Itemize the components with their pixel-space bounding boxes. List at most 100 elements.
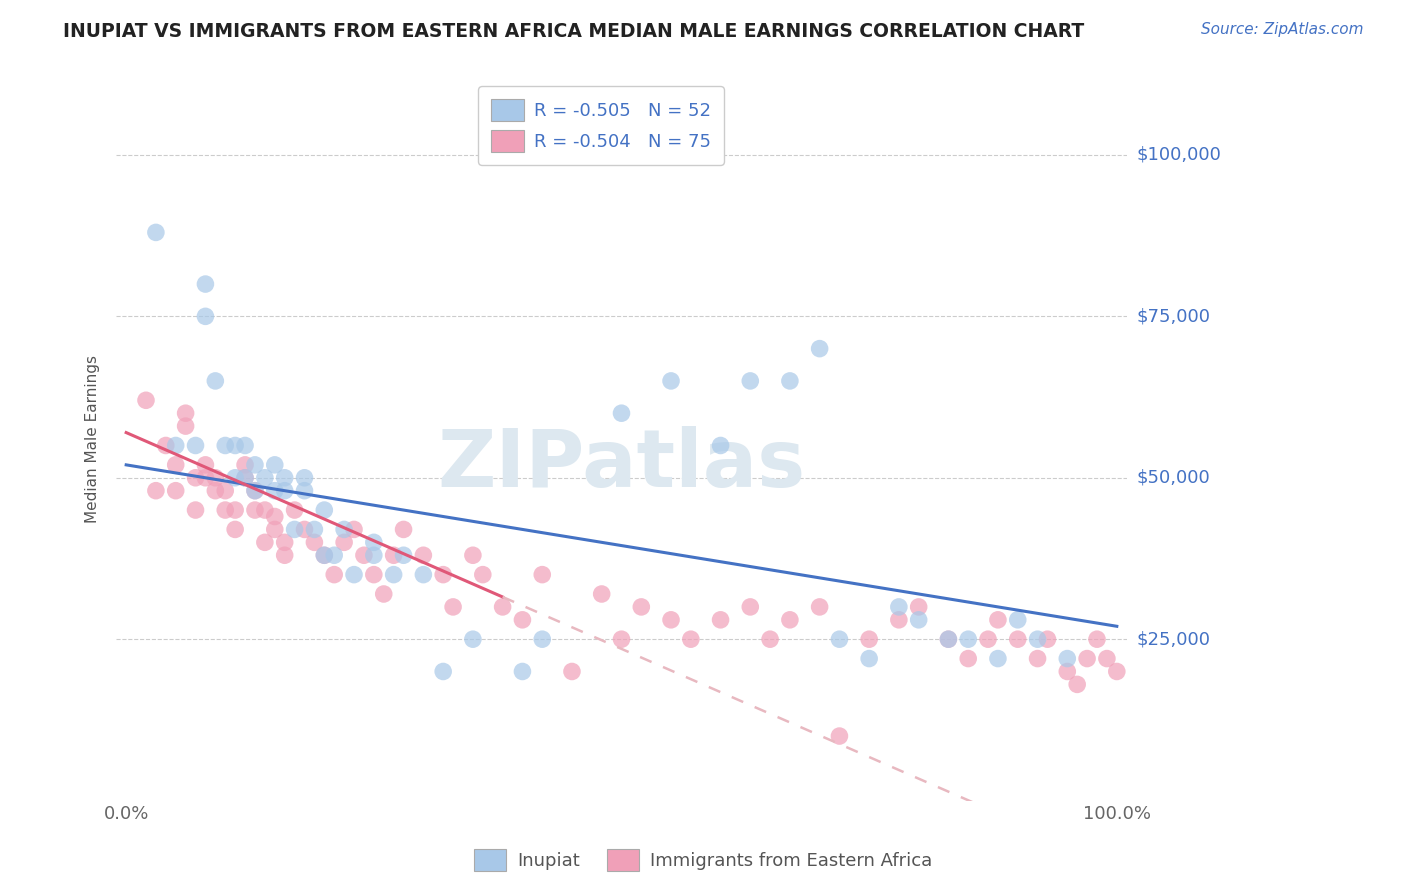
Point bbox=[194, 277, 217, 291]
Point bbox=[957, 651, 980, 665]
Point bbox=[630, 599, 652, 614]
Point bbox=[392, 523, 415, 537]
Point bbox=[1007, 613, 1029, 627]
Point bbox=[233, 471, 256, 485]
Point bbox=[441, 599, 464, 614]
Point bbox=[145, 226, 167, 240]
Legend: R = -0.505   N = 52, R = -0.504   N = 75: R = -0.505 N = 52, R = -0.504 N = 75 bbox=[478, 87, 724, 165]
Point bbox=[273, 471, 295, 485]
Point bbox=[1085, 632, 1108, 647]
Point bbox=[333, 523, 356, 537]
Point bbox=[224, 471, 246, 485]
Point bbox=[284, 503, 307, 517]
Point bbox=[679, 632, 702, 647]
Point bbox=[304, 523, 326, 537]
Point bbox=[887, 613, 910, 627]
Point bbox=[263, 509, 285, 524]
Point bbox=[828, 632, 851, 647]
Point bbox=[779, 374, 801, 388]
Point bbox=[561, 665, 583, 679]
Point bbox=[155, 438, 177, 452]
Point bbox=[591, 587, 613, 601]
Point bbox=[174, 406, 197, 420]
Point bbox=[659, 613, 682, 627]
Point bbox=[224, 523, 246, 537]
Point bbox=[1026, 632, 1049, 647]
Point bbox=[907, 599, 929, 614]
Point bbox=[1007, 632, 1029, 647]
Point bbox=[987, 613, 1010, 627]
Point bbox=[363, 567, 385, 582]
Point bbox=[314, 548, 336, 562]
Point bbox=[461, 548, 484, 562]
Point bbox=[987, 651, 1010, 665]
Point bbox=[907, 613, 929, 627]
Point bbox=[314, 548, 336, 562]
Point bbox=[740, 599, 762, 614]
Point bbox=[135, 393, 157, 408]
Point bbox=[294, 483, 316, 498]
Point bbox=[194, 310, 217, 324]
Point bbox=[304, 535, 326, 549]
Point bbox=[1105, 665, 1128, 679]
Point bbox=[1036, 632, 1059, 647]
Point bbox=[214, 503, 236, 517]
Point bbox=[243, 483, 266, 498]
Point bbox=[828, 729, 851, 743]
Point bbox=[273, 483, 295, 498]
Point bbox=[233, 438, 256, 452]
Point bbox=[273, 548, 295, 562]
Point bbox=[174, 419, 197, 434]
Point bbox=[531, 632, 554, 647]
Legend: Inupiat, Immigrants from Eastern Africa: Inupiat, Immigrants from Eastern Africa bbox=[467, 842, 939, 879]
Point bbox=[343, 567, 366, 582]
Point bbox=[382, 567, 405, 582]
Point bbox=[314, 503, 336, 517]
Point bbox=[531, 567, 554, 582]
Point bbox=[284, 523, 307, 537]
Point bbox=[1056, 665, 1078, 679]
Point bbox=[204, 471, 226, 485]
Point bbox=[363, 535, 385, 549]
Point bbox=[779, 613, 801, 627]
Point bbox=[294, 523, 316, 537]
Point bbox=[858, 651, 880, 665]
Point bbox=[263, 483, 285, 498]
Point bbox=[184, 471, 207, 485]
Point bbox=[214, 483, 236, 498]
Point bbox=[233, 471, 256, 485]
Point bbox=[233, 458, 256, 472]
Point bbox=[659, 374, 682, 388]
Point bbox=[165, 458, 187, 472]
Point bbox=[145, 483, 167, 498]
Point bbox=[512, 665, 534, 679]
Point bbox=[243, 503, 266, 517]
Point bbox=[194, 471, 217, 485]
Point bbox=[253, 535, 276, 549]
Point bbox=[263, 523, 285, 537]
Text: Source: ZipAtlas.com: Source: ZipAtlas.com bbox=[1201, 22, 1364, 37]
Text: $25,000: $25,000 bbox=[1136, 630, 1211, 648]
Point bbox=[243, 483, 266, 498]
Point bbox=[392, 548, 415, 562]
Point bbox=[432, 665, 454, 679]
Point bbox=[184, 438, 207, 452]
Point bbox=[1056, 651, 1078, 665]
Point bbox=[808, 599, 831, 614]
Point bbox=[432, 567, 454, 582]
Point bbox=[343, 523, 366, 537]
Point bbox=[273, 535, 295, 549]
Point bbox=[808, 342, 831, 356]
Point bbox=[253, 503, 276, 517]
Point bbox=[294, 471, 316, 485]
Point bbox=[333, 535, 356, 549]
Point bbox=[412, 567, 434, 582]
Point bbox=[323, 548, 346, 562]
Point bbox=[363, 548, 385, 562]
Text: $75,000: $75,000 bbox=[1136, 308, 1211, 326]
Y-axis label: Median Male Earnings: Median Male Earnings bbox=[86, 355, 100, 523]
Point bbox=[165, 438, 187, 452]
Point bbox=[938, 632, 960, 647]
Point bbox=[382, 548, 405, 562]
Point bbox=[1076, 651, 1098, 665]
